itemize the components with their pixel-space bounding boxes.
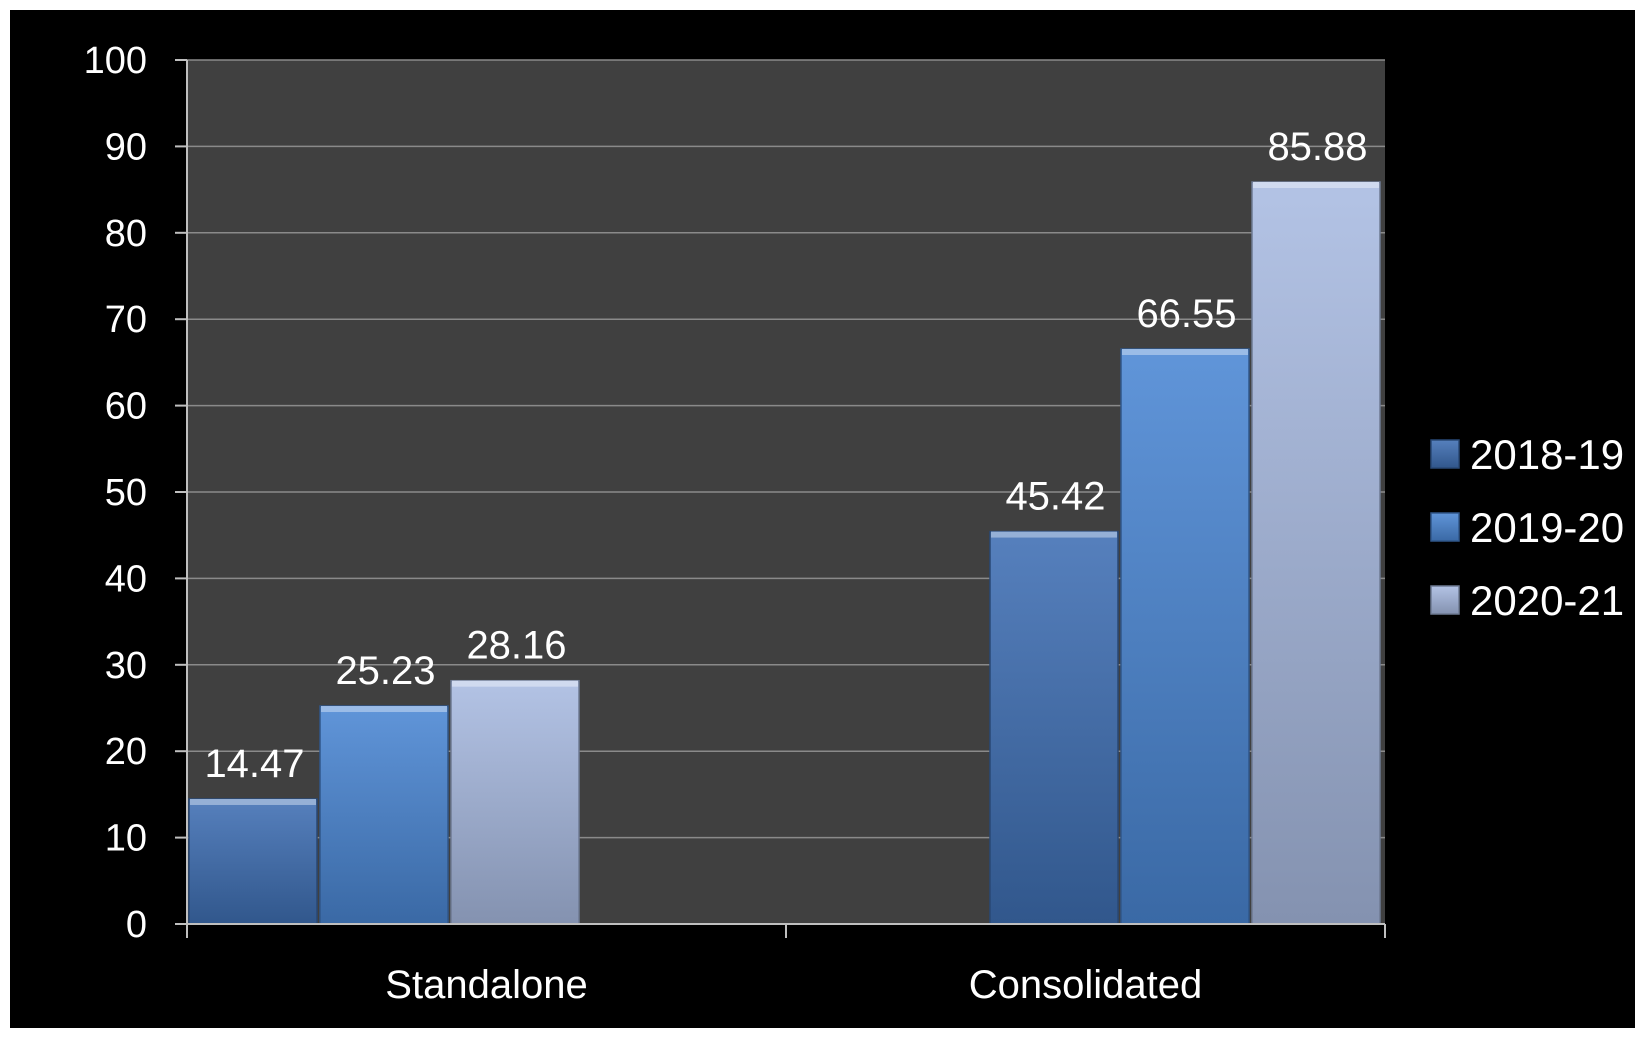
y-tick-label: 100 [84,40,147,82]
x-category-label: Standalone [385,963,587,1007]
legend-swatch [1430,439,1460,469]
legend-label: 2019-20 [1470,504,1624,551]
y-tick-label: 50 [105,472,147,514]
y-tick-label: 70 [105,299,147,341]
bar-2018-19-standalone [188,798,318,925]
bars [188,181,1381,925]
legend-swatch [1430,585,1460,615]
y-tick-label: 20 [105,731,147,773]
bar-2019-20-consolidated [1120,348,1250,925]
data-label: 85.88 [1267,125,1367,169]
y-tick-label: 40 [105,558,147,600]
bar-highlight [321,706,447,713]
legend: 2018-19 2019-20 2020-21 [1430,431,1624,624]
y-tick-label: 30 [105,645,147,687]
bar-2020-21-standalone [450,679,580,925]
bar-highlight [190,798,316,805]
legend-swatch [1430,512,1460,542]
bar-highlight [1253,181,1379,188]
y-tick-label: 90 [105,126,147,168]
bar-highlight [1122,349,1248,356]
y-tick-label: 10 [105,818,147,860]
legend-label: 2020-21 [1470,577,1624,624]
legend-label: 2018-19 [1470,431,1624,478]
bar-2020-21-consolidated [1251,181,1381,925]
x-category-label: Consolidated [969,963,1203,1007]
data-label: 14.47 [204,742,304,786]
data-labels: 14.47 25.23 28.16 45.42 66.55 85.88 [204,125,1367,786]
y-tick-label: 0 [126,904,147,946]
data-label: 28.16 [466,624,566,668]
bar-2019-20-standalone [319,705,449,925]
bar-highlight [452,680,578,687]
data-label: 45.42 [1005,475,1105,519]
bar-2018-19-consolidated [989,530,1119,925]
y-tick-label: 60 [105,386,147,428]
y-tick-label: 80 [105,213,147,255]
axes: 0 10 20 30 40 50 60 70 80 90 100 Standalone Consolid… [84,40,1386,1007]
bar-highlight [991,531,1117,538]
data-label: 66.55 [1136,292,1236,336]
data-label: 25.23 [335,649,435,693]
